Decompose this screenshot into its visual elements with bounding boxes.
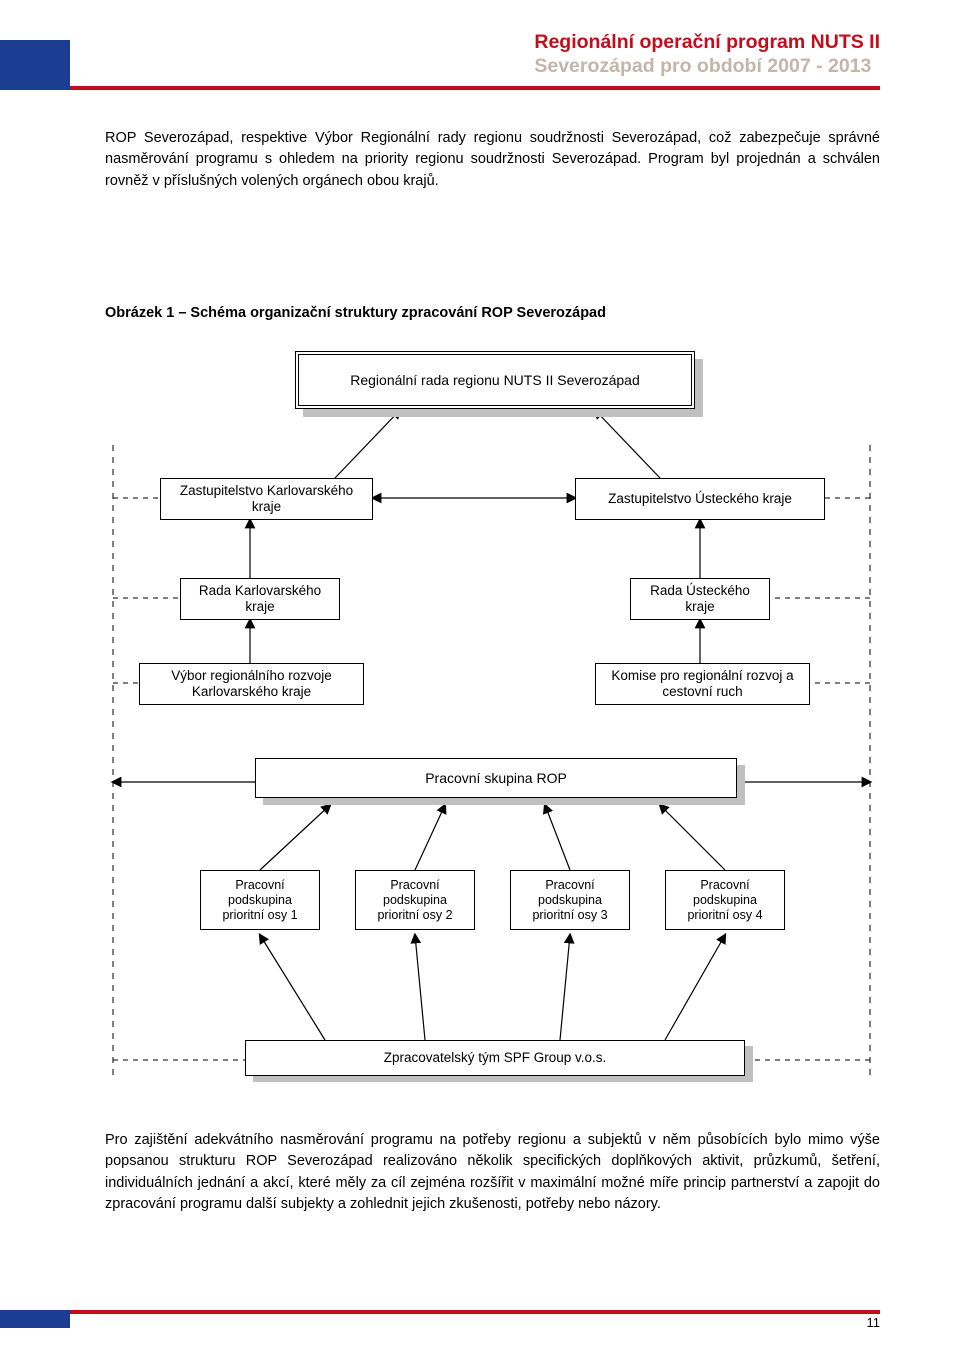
header-red-rule (20, 86, 880, 90)
row3-left: Rada Karlovarského kraje (180, 578, 340, 620)
footer-blue-accent (0, 1310, 70, 1328)
page-number: 11 (867, 1315, 881, 1330)
header-title-block: Regionální operační program NUTS II Seve… (534, 30, 880, 79)
sub-box-4: Pracovní podskupina prioritní osy 4 (665, 870, 785, 930)
figure-caption: Obrázek 1 – Schéma organizační struktury… (105, 305, 606, 321)
bottom-box: Zpracovatelský tým SPF Group v.o.s. (245, 1040, 745, 1076)
footer-red-rule (20, 1310, 880, 1314)
row2-left: Zastupitelstvo Karlovarského kraje (160, 478, 373, 520)
row3-right: Rada Ústeckého kraje (630, 578, 770, 620)
sub-box-1: Pracovní podskupina prioritní osy 1 (200, 870, 320, 930)
sub-box-2: Pracovní podskupina prioritní osy 2 (355, 870, 475, 930)
row4-left: Výbor regionálního rozvoje Karlovarského… (139, 663, 364, 705)
row4-right: Komise pro regionální rozvoj a cestovní … (595, 663, 810, 705)
mid-box: Pracovní skupina ROP (255, 758, 737, 798)
header-title: Regionální operační program NUTS II (534, 31, 880, 53)
header-subtitle: Severozápad pro období 2007 - 2013 (534, 55, 871, 77)
paragraph-2: Pro zajištění adekvátního nasměrování pr… (105, 1130, 880, 1215)
diagram-connectors (105, 345, 880, 1090)
header-blue-accent (0, 40, 70, 90)
org-diagram: Regionální rada regionu NUTS II Severozá… (105, 345, 880, 1090)
paragraph-1: ROP Severozápad, respektive Výbor Region… (105, 128, 880, 192)
row2-right: Zastupitelstvo Ústeckého kraje (575, 478, 825, 520)
top-box: Regionální rada regionu NUTS II Severozá… (295, 351, 695, 409)
sub-box-3: Pracovní podskupina prioritní osy 3 (510, 870, 630, 930)
page: Regionální operační program NUTS II Seve… (0, 0, 960, 1358)
